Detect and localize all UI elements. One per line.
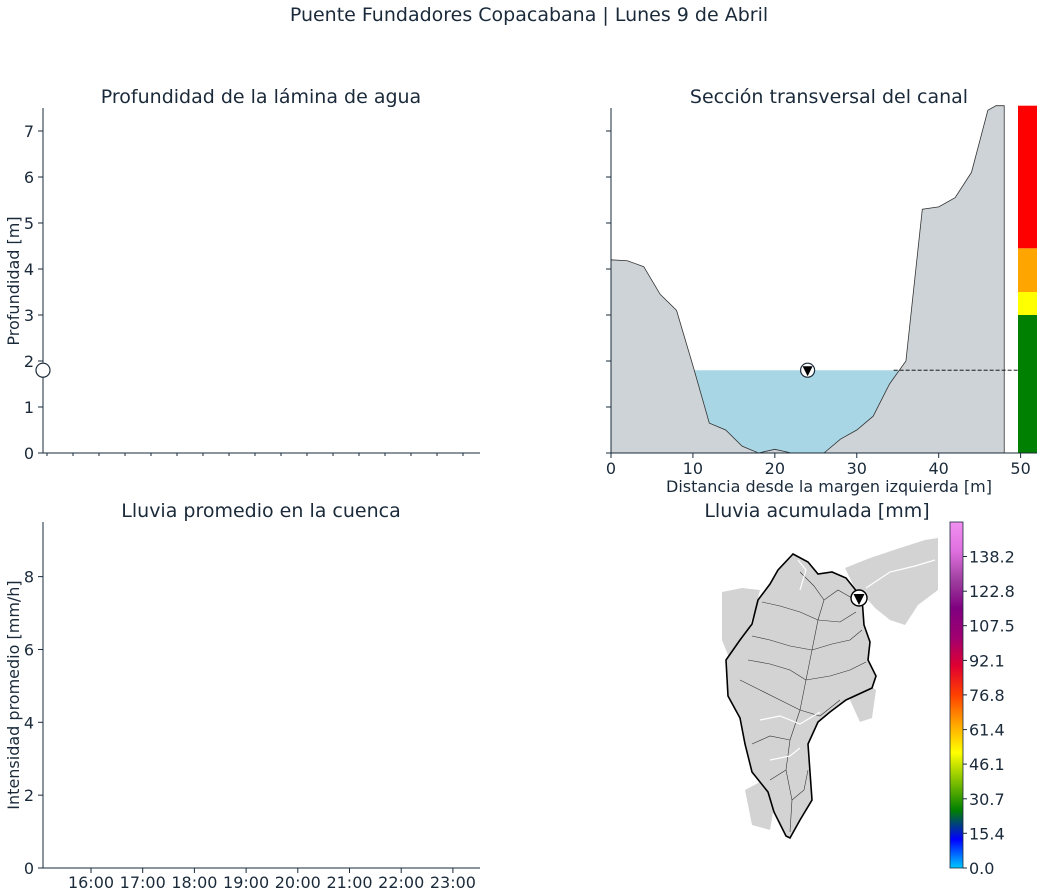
colorbar-tick-label: 0.0 <box>969 859 994 878</box>
colorbar-tick-label: 122.8 <box>969 582 1015 601</box>
alert-level-segment <box>1018 315 1037 453</box>
section-chart: Sección transversal del canal 0 10 20 30 40 5… <box>606 86 1037 496</box>
rain-map-title: Lluvia acumulada [mm] <box>704 500 929 522</box>
rain-y-tick-label: 2 <box>24 786 34 805</box>
rain-x-tick-label: 22:00 <box>378 873 424 892</box>
depth-chart: Profundidad de la lámina de agua Profund… <box>4 86 480 463</box>
rain-y-ticks: 0 2 4 6 8 <box>24 568 43 878</box>
rain-y-label: Intensidad promedio [mm/h] <box>4 580 23 809</box>
rain-x-tick-label: 18:00 <box>171 873 217 892</box>
station-triangle-icon <box>853 594 865 605</box>
section-x-tick-label: 30 <box>847 459 867 478</box>
section-x-tick-label: 50 <box>1010 459 1030 478</box>
alert-level-segment <box>1018 248 1037 292</box>
figure-title: Puente Fundadores Copacabana | Lunes 9 d… <box>290 4 768 26</box>
depth-current-marker <box>35 362 51 378</box>
neighbor-basin-region <box>845 538 938 625</box>
south-basin-region <box>745 782 775 830</box>
rain-y-tick-label: 8 <box>24 568 34 587</box>
rain-x-tick-label: 23:00 <box>430 873 476 892</box>
west-basin-region <box>722 588 760 660</box>
rain-map: Lluvia acumulada [mm] <box>704 500 1014 878</box>
rain-y-tick-label: 6 <box>24 640 34 659</box>
depth-y-ticks: 0 1 2 3 4 5 6 7 <box>24 122 43 463</box>
section-chart-title: Sección transversal del canal <box>690 86 968 108</box>
section-x-tick-label: 20 <box>765 459 785 478</box>
section-water-area <box>694 370 900 453</box>
depth-y-tick-label: 1 <box>24 398 34 417</box>
rain-x-tick-label: 16:00 <box>68 873 114 892</box>
depth-y-tick-label: 0 <box>24 444 34 463</box>
rain-x-tick-label: 19:00 <box>223 873 269 892</box>
colorbar-tick-label: 46.1 <box>969 755 1005 774</box>
colorbar-tick-label: 15.4 <box>969 824 1005 843</box>
section-y-ticks <box>606 130 611 454</box>
section-x-tick-label: 40 <box>929 459 949 478</box>
colorbar-tick-label: 107.5 <box>969 617 1015 636</box>
rain-y-tick-label: 0 <box>24 859 34 878</box>
depth-y-tick-label: 7 <box>24 122 34 141</box>
rain-y-tick-label: 4 <box>24 713 34 732</box>
river-network <box>739 571 867 833</box>
water-surface-marker <box>800 362 816 378</box>
rain-x-ticks: 16:00 17:00 18:00 19:00 20:00 21:00 22:00 23:00 <box>68 868 476 892</box>
alert-level-bar <box>1018 105 1037 453</box>
rain-x-tick-label: 21:00 <box>326 873 372 892</box>
rain-colorbar-ticks: 0.0 15.4 30.7 46.1 61.4 76.8 92.1 107.5 122.8 138… <box>963 547 1015 878</box>
alert-level-segment <box>1018 292 1037 315</box>
depth-y-tick-label: 3 <box>24 306 34 325</box>
main-channels <box>759 559 936 761</box>
rain-chart: Lluvia promedio en la cuenca Intensidad … <box>4 500 480 892</box>
depth-y-tick-label: 2 <box>24 352 34 371</box>
colorbar-tick-label: 92.1 <box>969 651 1005 670</box>
colorbar-tick-label: 61.4 <box>969 721 1005 740</box>
depth-chart-title: Profundidad de la lámina de agua <box>101 86 421 108</box>
rain-x-tick-label: 20:00 <box>275 873 321 892</box>
alert-level-segment <box>1018 105 1037 249</box>
colorbar-tick-label: 76.8 <box>969 686 1005 705</box>
rain-x-tick-label: 17:00 <box>120 873 166 892</box>
rain-chart-title: Lluvia promedio en la cuenca <box>121 500 400 522</box>
depth-y-tick-label: 5 <box>24 214 34 233</box>
depth-y-tick-label: 4 <box>24 260 34 279</box>
section-x-tick-label: 0 <box>606 459 616 478</box>
section-x-label: Distancia desde la margen izquierda [m] <box>666 477 992 496</box>
basin-outline <box>725 553 877 840</box>
depth-y-tick-label: 6 <box>24 168 34 187</box>
colorbar-tick-label: 138.2 <box>969 547 1015 566</box>
colorbar-tick-label: 30.7 <box>969 790 1005 809</box>
depth-y-label: Profundidad [m] <box>4 216 23 345</box>
station-marker <box>850 589 868 607</box>
water-surface-triangle-icon <box>802 366 813 377</box>
rain-colorbar <box>949 521 964 869</box>
section-x-ticks: 0 10 20 30 40 50 <box>606 453 1031 478</box>
section-x-tick-label: 10 <box>683 459 703 478</box>
